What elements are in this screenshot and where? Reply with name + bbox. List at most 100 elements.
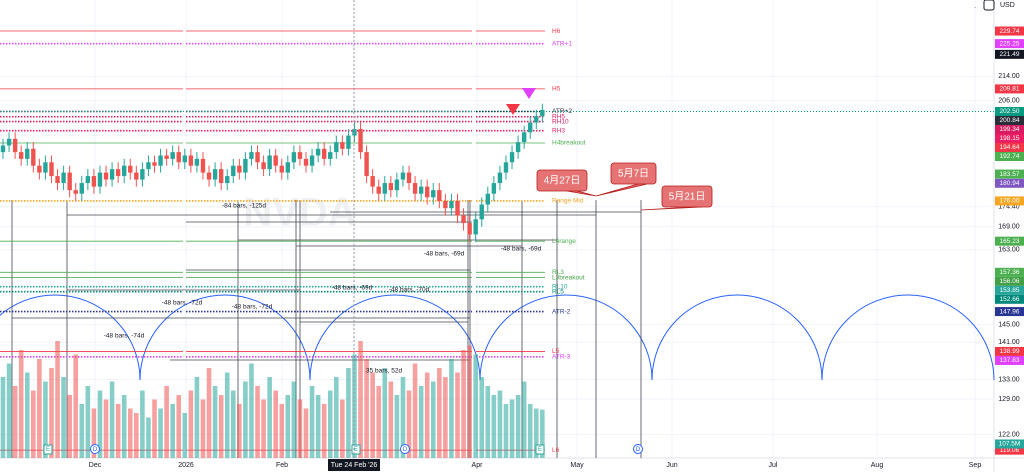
volume-bar <box>200 399 206 458</box>
x-tick-label: Sep <box>969 462 982 469</box>
volume-bar <box>327 390 333 458</box>
volume-bar <box>230 390 236 458</box>
price-badge-label: 202.50 <box>1000 108 1020 115</box>
level-label: ATR+2 <box>552 108 572 115</box>
cycle-arc <box>139 294 311 381</box>
event-label: E <box>354 447 358 453</box>
volume-bar <box>291 381 297 458</box>
level-label: H5 <box>552 86 561 93</box>
x-tick-label: May <box>570 462 584 469</box>
volume-bar <box>412 363 418 458</box>
level-label: RH10 <box>552 118 569 125</box>
candle-body <box>443 200 448 209</box>
volume-bar <box>31 390 36 458</box>
volume-bar <box>449 359 454 458</box>
event-label: D <box>403 447 408 453</box>
event-label: D <box>93 447 98 453</box>
volume-bar <box>430 381 436 458</box>
event-label: E <box>46 447 50 453</box>
volume-bar <box>540 409 545 458</box>
candle-body <box>358 129 363 153</box>
price-badge-label: 152.66 <box>1000 296 1020 303</box>
price-badge <box>995 26 1024 36</box>
volume-bar <box>388 381 394 458</box>
price-badge <box>995 84 1024 94</box>
volume-bar <box>503 404 509 458</box>
candle-body <box>194 158 200 166</box>
level-label: H6 <box>552 28 561 35</box>
candle-body <box>170 152 175 159</box>
candle-body <box>509 152 515 163</box>
candle-body <box>188 155 194 166</box>
volume-bar <box>170 404 175 458</box>
candle-body <box>43 162 48 173</box>
y-tick-label: 122.00 <box>998 431 1020 438</box>
price-badge-label: 137.83 <box>1000 357 1020 364</box>
candle-body <box>467 223 472 235</box>
candle-body <box>418 186 424 194</box>
callout-text: 4月27日 <box>544 175 581 187</box>
candle-body <box>249 152 254 159</box>
volume-bar <box>473 354 478 458</box>
candle-body <box>237 165 242 173</box>
price-badge <box>995 49 1024 59</box>
candle-body <box>346 135 351 149</box>
candle-body <box>158 155 163 166</box>
volume-bar <box>127 408 133 458</box>
price-badge-label: 194.64 <box>1000 144 1020 151</box>
volume-bar <box>497 390 503 458</box>
volume-bar <box>509 399 515 458</box>
candle-body <box>406 172 412 184</box>
level-label: L6 <box>552 447 560 454</box>
candle-body <box>115 169 121 177</box>
candle-body <box>85 176 91 184</box>
level-label: L4range <box>552 238 576 245</box>
price-badge <box>995 439 1024 449</box>
y-tick-label: 133.00 <box>998 376 1020 383</box>
volume-bar <box>91 408 97 458</box>
candle-body <box>370 176 375 187</box>
volume-bar <box>249 363 254 458</box>
level-label: RL3 <box>552 269 564 276</box>
candle-body <box>297 152 303 159</box>
volume-bar <box>115 404 121 458</box>
volume-bar <box>182 413 188 458</box>
candle-body <box>394 179 400 191</box>
callout-text: 5月21日 <box>669 191 706 203</box>
callout-pointer <box>640 206 703 211</box>
volume-bar <box>261 399 266 458</box>
candle-body <box>388 183 394 191</box>
callout-pointer <box>595 183 648 197</box>
event-icon <box>43 444 53 455</box>
volume-bar <box>134 413 139 458</box>
volume-bar <box>176 395 182 458</box>
price-badge-label: 209.81 <box>1000 86 1020 93</box>
level-label: RL5 <box>552 288 564 295</box>
price-badge-label: 192.74 <box>1000 153 1020 160</box>
currency[interactable]: USD <box>1000 2 1015 9</box>
price-badge <box>995 267 1024 277</box>
volume-bar <box>18 350 24 458</box>
candle-body <box>122 165 127 177</box>
volume-bar <box>340 399 345 458</box>
volume-bar <box>140 390 145 458</box>
volume-bar <box>267 377 272 458</box>
price-badge <box>995 236 1024 246</box>
callout-box <box>610 162 657 185</box>
volume-bar <box>400 377 406 458</box>
candle-body <box>212 169 218 180</box>
crosshair-date-box <box>328 459 380 471</box>
candle-body <box>109 169 115 180</box>
candle-body <box>218 169 224 184</box>
price-badge-label: 183.57 <box>1000 171 1020 178</box>
candle-body <box>267 155 272 170</box>
lock-icon[interactable] <box>983 0 995 11</box>
measure-label: 35 bars, 52d <box>366 368 403 375</box>
volume-bar <box>467 345 472 458</box>
candle-body <box>176 152 181 163</box>
price-badge <box>995 307 1024 317</box>
volume-bar <box>418 386 424 458</box>
event-icon <box>633 444 643 454</box>
x-tick-label: Apr <box>472 462 484 469</box>
